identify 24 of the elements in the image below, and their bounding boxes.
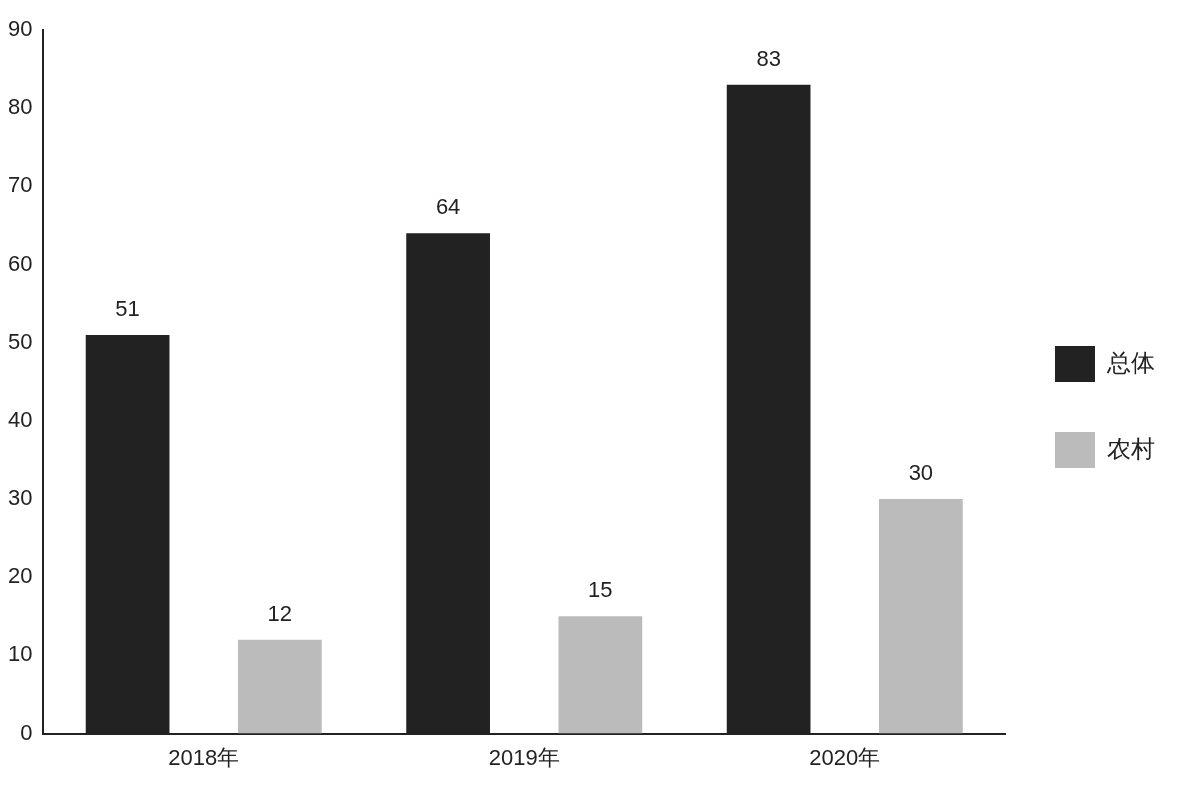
y-tick-label: 10 — [7, 641, 33, 667]
y-tick-label: 20 — [7, 563, 33, 589]
data-label: 15 — [588, 577, 613, 603]
x-tick-label: 2018年 — [168, 744, 240, 770]
bar — [879, 499, 963, 734]
y-tick-label: 90 — [7, 16, 33, 42]
y-tick-label: 60 — [7, 250, 33, 276]
y-tick-label: 40 — [7, 406, 33, 432]
data-label: 64 — [435, 194, 461, 220]
bar — [237, 639, 322, 734]
x-tick-label: 2020年 — [809, 744, 881, 770]
y-tick-label: 30 — [7, 485, 33, 511]
data-label: 30 — [908, 460, 934, 486]
data-label: 83 — [756, 45, 781, 71]
data-label: 51 — [115, 295, 140, 321]
y-tick-label: 0 — [20, 719, 33, 745]
legend-label: 总体 — [1106, 348, 1155, 376]
legend-label: 农村 — [1107, 434, 1155, 462]
data-label: 12 — [267, 600, 293, 626]
y-tick-label: 70 — [7, 172, 33, 198]
bar — [558, 616, 643, 734]
y-tick-label: 80 — [7, 94, 33, 120]
y-tick-label: 50 — [7, 328, 33, 354]
x-tick-label: 2019年 — [488, 744, 560, 770]
